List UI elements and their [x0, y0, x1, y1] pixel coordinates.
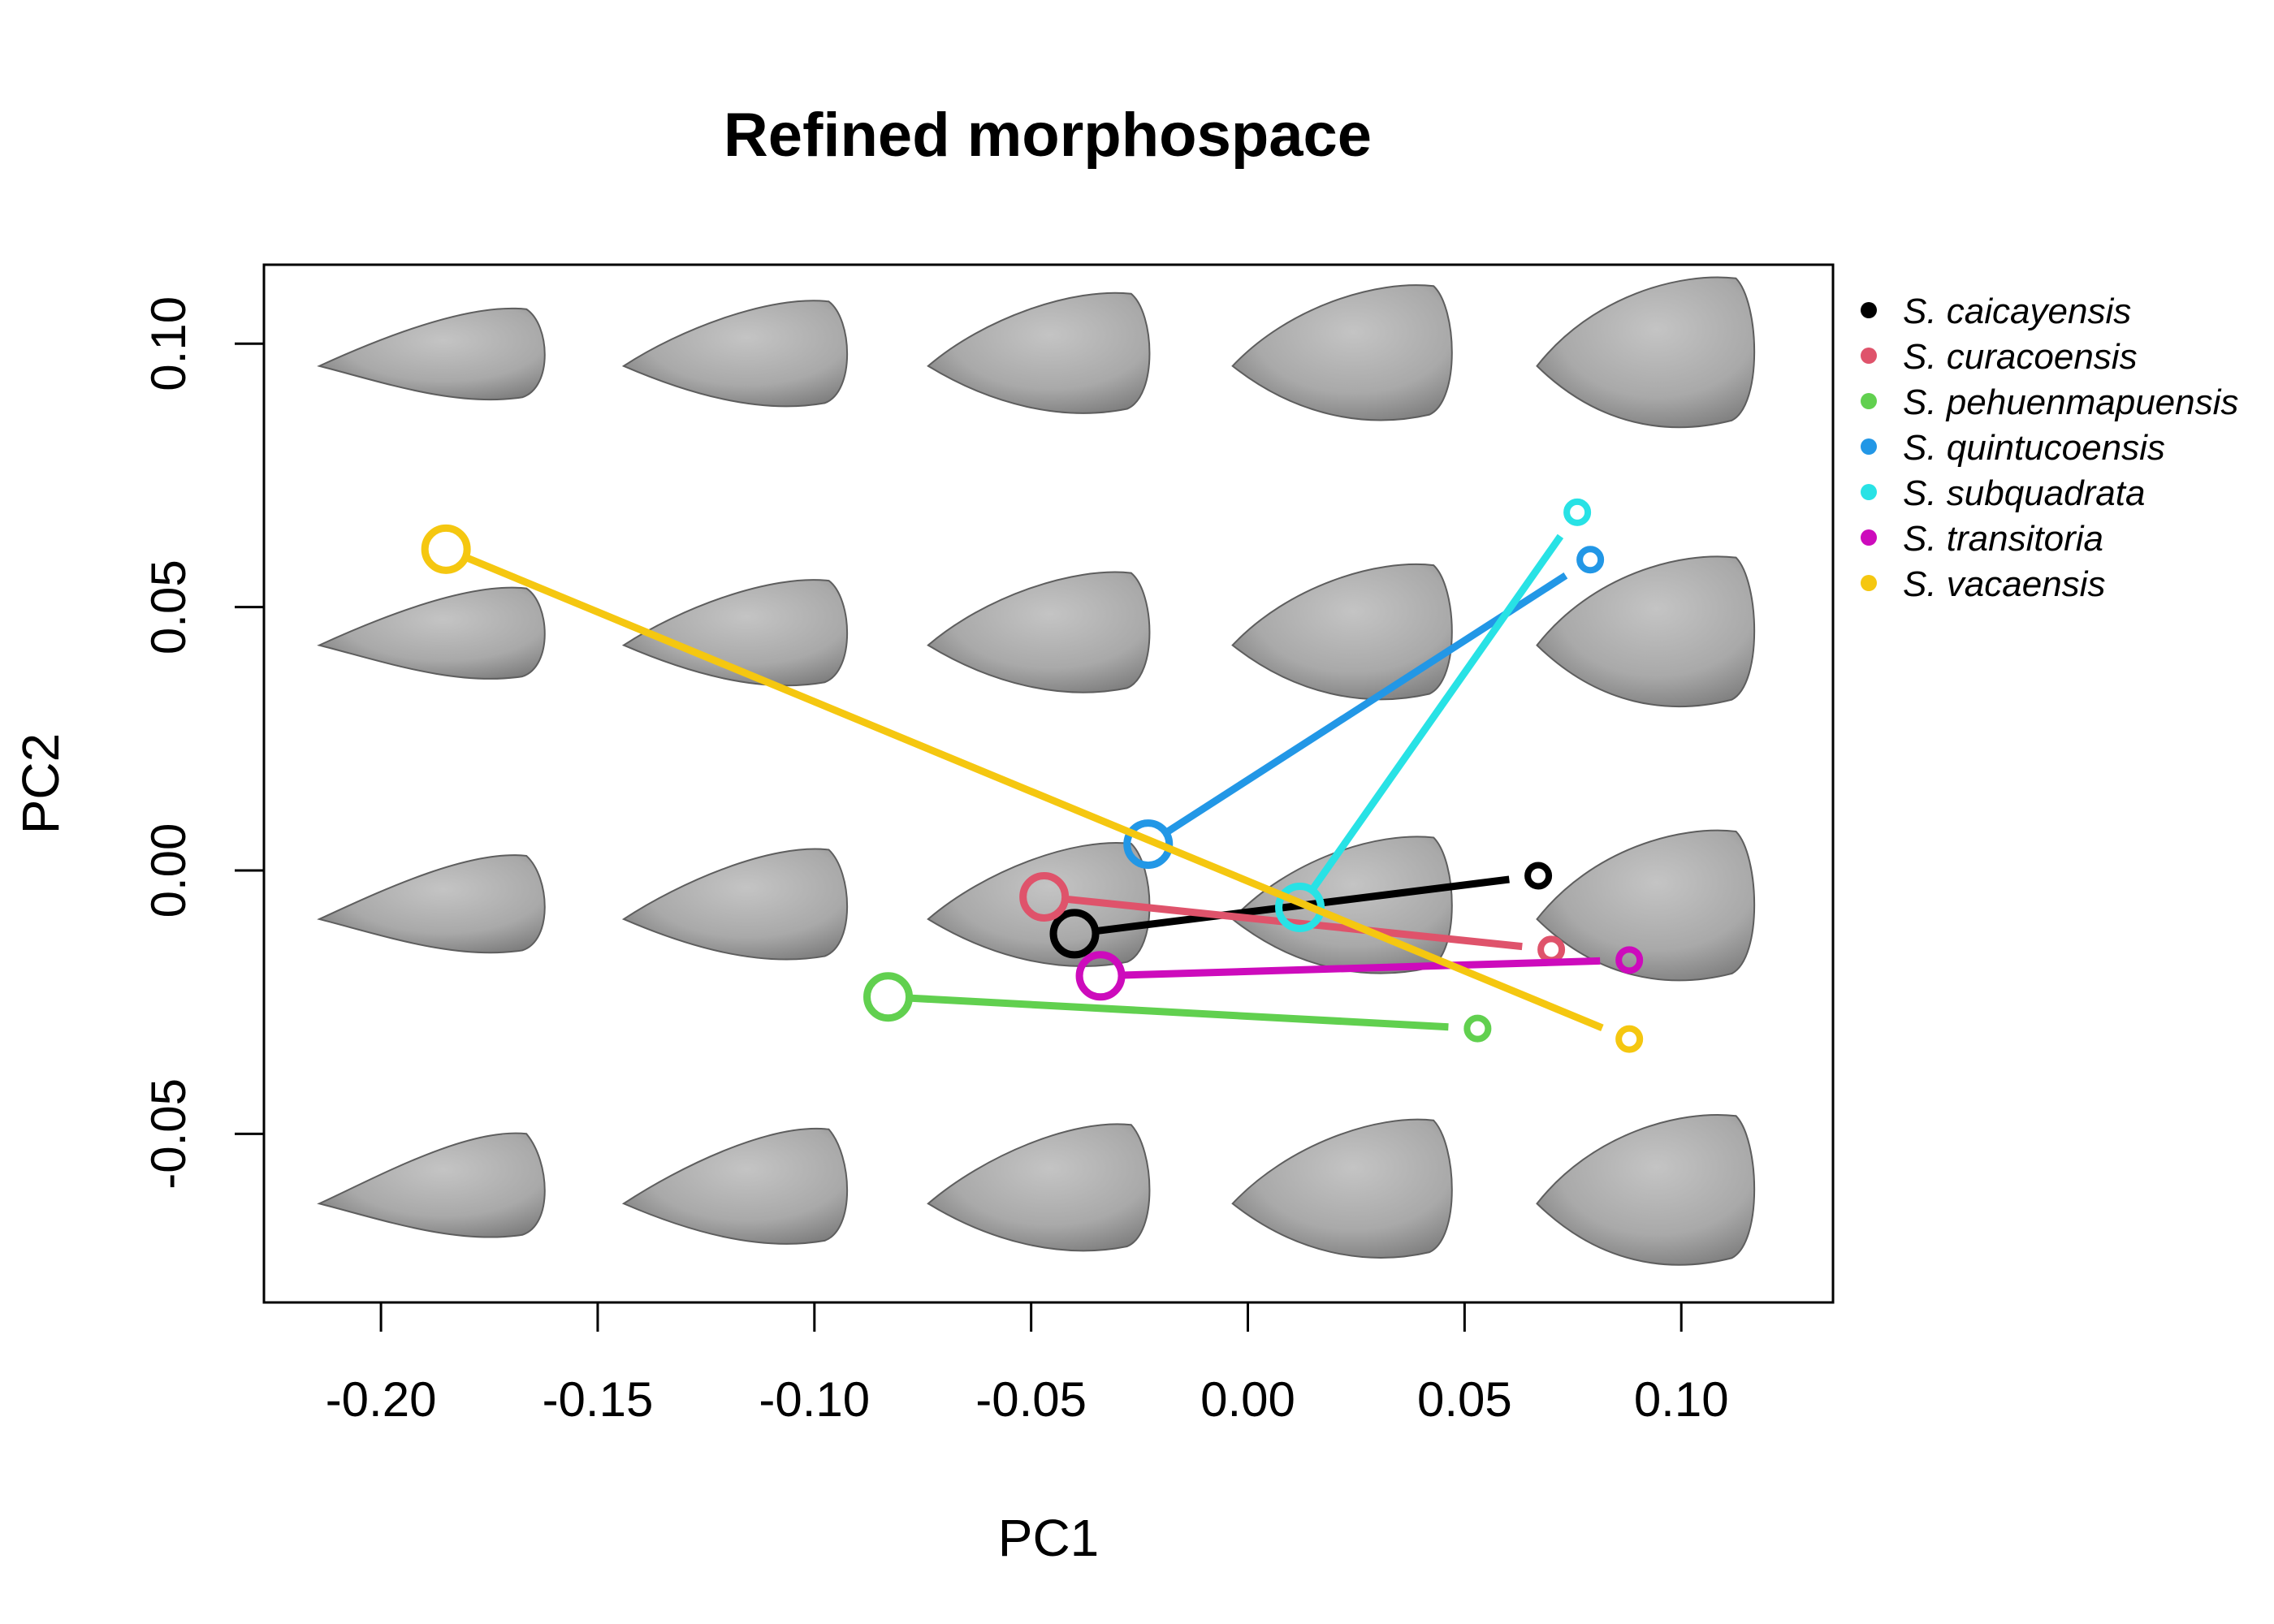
x-tick-label: -0.05: [975, 1372, 1087, 1427]
shell-shape: [317, 1132, 546, 1238]
legend-marker: [1861, 484, 1877, 500]
series-layer: [421, 498, 1644, 1053]
shell-shape: [1536, 1114, 1756, 1266]
end-point: [1563, 498, 1592, 526]
legend-marker: [1861, 302, 1877, 318]
start-point: [1019, 871, 1070, 922]
x-tick-label: 0.00: [1200, 1372, 1295, 1427]
legend-marker: [1861, 438, 1877, 455]
legend-label: S. subquadrata: [1903, 473, 2145, 513]
legend-label: S. pehuenmapuensis: [1903, 382, 2238, 422]
start-point: [1275, 882, 1325, 932]
end-point: [1615, 1025, 1644, 1053]
shell-shape: [621, 848, 849, 961]
legend: S. caicayensis S. curacoensis S. pehuenmap…: [1861, 292, 2238, 604]
legend-label: S. vacaensis: [1903, 564, 2105, 604]
legend-marker: [1861, 575, 1877, 591]
series-group: [1075, 946, 1644, 1001]
end-point: [1537, 935, 1566, 964]
start-point: [1049, 909, 1100, 959]
shell-shape: [317, 586, 546, 680]
shell-shape: [1231, 284, 1453, 421]
x-tick-label: 0.05: [1417, 1372, 1512, 1427]
legend-marker: [1861, 393, 1877, 409]
shell-shape: [621, 579, 848, 687]
start-point: [863, 972, 914, 1022]
y-tick-label: -0.05: [141, 1078, 196, 1190]
shell-shape: [1536, 276, 1756, 429]
y-tick-label: 0.10: [141, 296, 196, 391]
start-point: [1123, 819, 1174, 870]
legend-marker: [1861, 529, 1877, 546]
series-group: [421, 524, 1644, 1053]
shell-shape: [621, 1127, 849, 1245]
x-axis: -0.20 -0.15 -0.10 -0.05 0.00 0.05 0.10: [326, 1301, 1729, 1427]
y-axis: -0.05 0.00 0.05 0.10: [141, 296, 266, 1190]
shell-shape: [1536, 555, 1756, 707]
legend-label: S. caicayensis: [1903, 292, 2131, 331]
x-tick-label: -0.10: [759, 1372, 870, 1427]
legend-label: S. quintucoensis: [1903, 428, 2165, 468]
series-line: [1065, 895, 1523, 951]
shell-shape: [927, 1123, 1151, 1252]
chart-title: Refined morphospace: [724, 101, 1372, 170]
x-tick-label: -0.15: [543, 1372, 654, 1427]
y-tick-label: 0.00: [141, 823, 196, 918]
series-line: [464, 554, 1604, 1032]
legend-label: S. transitoria: [1903, 519, 2103, 559]
legend-label: S. curacoensis: [1903, 337, 2138, 377]
end-point: [1524, 862, 1553, 890]
start-point: [1075, 951, 1126, 1001]
shell-shape: [317, 854, 546, 954]
shell-shape: [927, 571, 1151, 693]
shell-shape: [1231, 564, 1453, 701]
shell-shape: [927, 292, 1151, 414]
series-group: [863, 972, 1492, 1043]
shell-shape: [1231, 1118, 1453, 1259]
series-line: [1308, 533, 1564, 892]
legend-marker: [1861, 348, 1877, 364]
x-tick-label: 0.10: [1634, 1372, 1729, 1427]
x-tick-label: -0.20: [326, 1372, 437, 1427]
series-line: [1121, 957, 1601, 979]
x-axis-label: PC1: [998, 1509, 1100, 1567]
shell-shape: [1536, 829, 1756, 982]
y-tick-label: 0.05: [141, 559, 196, 654]
shell-shape: [317, 307, 546, 401]
end-point: [1576, 546, 1605, 574]
end-point: [1615, 946, 1644, 974]
start-point: [421, 524, 471, 574]
shape-grid: [317, 276, 1756, 1266]
end-point: [1463, 1014, 1492, 1043]
series-line: [909, 994, 1449, 1031]
series-group: [1275, 498, 1592, 932]
shell-shape: [621, 300, 848, 408]
y-axis-label: PC2: [11, 733, 70, 835]
